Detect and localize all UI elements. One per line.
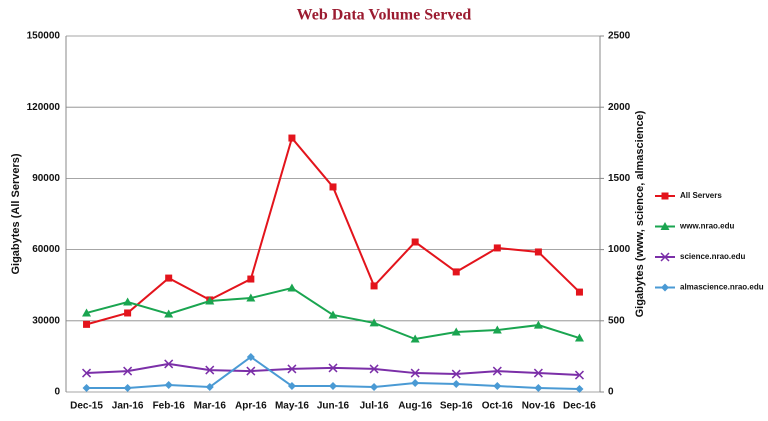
x-tick-label: Dec-15 xyxy=(70,401,103,412)
y2-tick-label: 1000 xyxy=(608,244,631,255)
point xyxy=(493,382,502,391)
point xyxy=(452,380,461,389)
point xyxy=(575,385,584,394)
point xyxy=(328,363,338,373)
point xyxy=(123,384,132,393)
point xyxy=(329,382,337,391)
y2-tick-label: 500 xyxy=(608,315,625,326)
legend-label: All Servers xyxy=(680,191,722,200)
point xyxy=(205,296,215,305)
point xyxy=(288,134,296,142)
point xyxy=(493,244,501,252)
point xyxy=(246,352,255,361)
legend-marker xyxy=(660,222,670,230)
x-tick-label: Oct-16 xyxy=(482,401,514,412)
x-tick-label: Nov-16 xyxy=(522,401,556,412)
point xyxy=(164,359,174,369)
point xyxy=(574,333,584,342)
point xyxy=(410,334,420,343)
x-tick-label: Jun-16 xyxy=(317,401,350,412)
point xyxy=(287,364,297,374)
point xyxy=(164,309,174,318)
y2-tick-label: 2000 xyxy=(608,102,631,113)
chart-title: Web Data Volume Served xyxy=(297,7,472,24)
y-tick-label: 90000 xyxy=(32,173,60,184)
point xyxy=(369,318,379,327)
legend-marker xyxy=(661,192,669,200)
x-tick-label: Jan-16 xyxy=(112,401,144,412)
point xyxy=(452,268,460,276)
point xyxy=(287,283,297,292)
legend-label: almascience.nrao.edu xyxy=(680,283,764,292)
point xyxy=(123,366,133,376)
x-tick-label: Dec-16 xyxy=(563,401,596,412)
point xyxy=(328,310,338,319)
x-tick-label: Apr-16 xyxy=(235,401,267,412)
y-tick-label: 150000 xyxy=(27,31,61,42)
series-line xyxy=(86,362,580,377)
point xyxy=(82,368,92,378)
point xyxy=(369,364,379,374)
x-tick-label: Feb-16 xyxy=(153,401,186,412)
point xyxy=(370,383,379,392)
point xyxy=(329,183,337,191)
point xyxy=(287,382,296,391)
point xyxy=(410,368,420,378)
point xyxy=(246,293,256,302)
point xyxy=(247,275,255,283)
point xyxy=(411,238,419,246)
point xyxy=(205,383,214,392)
y-tick-label: 120000 xyxy=(27,102,61,113)
point xyxy=(370,282,378,290)
x-tick-label: Mar-16 xyxy=(194,401,227,412)
point xyxy=(165,274,173,282)
point xyxy=(534,248,542,256)
point xyxy=(533,320,543,329)
legend-marker xyxy=(661,283,669,292)
point xyxy=(246,366,256,376)
point xyxy=(451,327,461,336)
point xyxy=(164,381,173,390)
legend-label: www.nrao.edu xyxy=(679,222,734,231)
y2-axis-title: Gigabytes (www, science, almascience) xyxy=(634,110,646,317)
point xyxy=(451,369,461,379)
y2-tick-label: 1500 xyxy=(608,173,631,184)
point xyxy=(83,320,91,328)
series-line xyxy=(86,135,581,326)
point xyxy=(574,370,584,380)
x-tick-label: Sep-16 xyxy=(440,401,473,412)
point xyxy=(205,365,215,375)
y-tick-label: 60000 xyxy=(32,244,60,255)
point xyxy=(492,325,502,334)
y-tick-label: 30000 xyxy=(32,315,60,326)
point xyxy=(124,309,132,317)
legend-label: science.nrao.edu xyxy=(680,252,745,261)
y2-tick-label: 2500 xyxy=(608,31,631,42)
point xyxy=(492,366,502,376)
point xyxy=(533,368,543,378)
point xyxy=(411,379,420,388)
x-tick-label: Jul-16 xyxy=(360,401,389,412)
point xyxy=(82,308,92,317)
legend-marker xyxy=(660,252,670,262)
y2-tick-label: 0 xyxy=(608,387,614,398)
point xyxy=(575,288,583,296)
x-tick-label: May-16 xyxy=(275,401,309,412)
y-axis-title: Gigabytes (All Servers) xyxy=(10,153,22,274)
point xyxy=(534,384,543,393)
point xyxy=(123,297,133,306)
point xyxy=(82,384,91,393)
x-tick-label: Aug-16 xyxy=(398,401,432,412)
y-tick-label: 0 xyxy=(54,387,60,398)
